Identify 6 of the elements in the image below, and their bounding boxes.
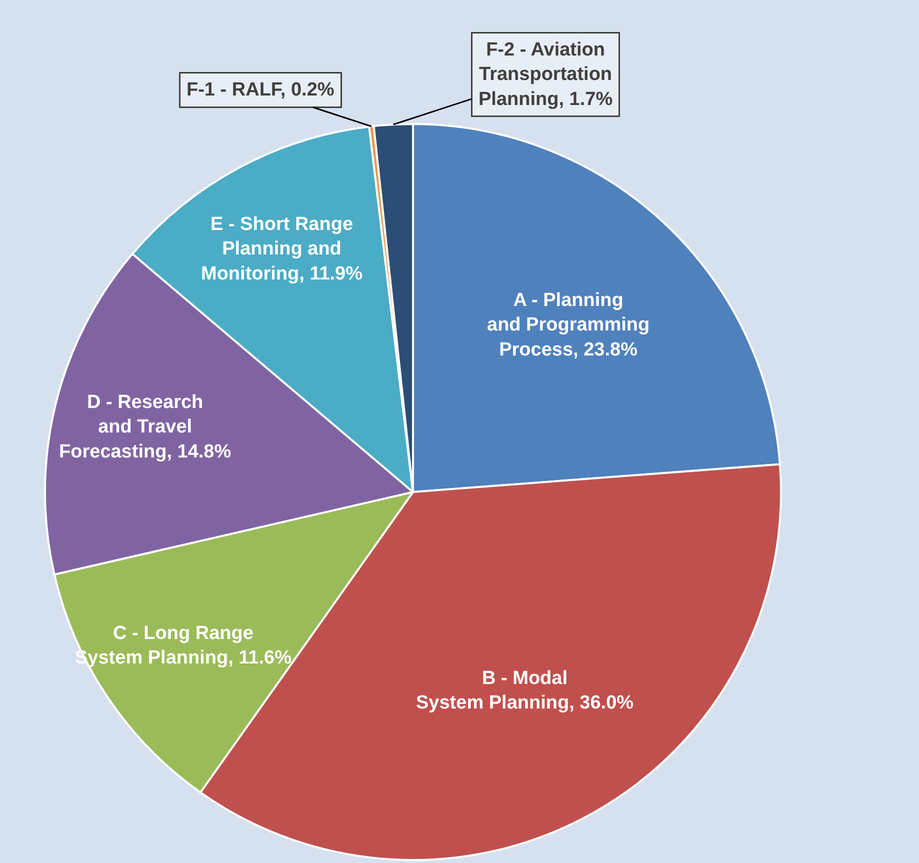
slice-label: D - Research and Travel Forecasting, 14.8% bbox=[59, 392, 232, 462]
slice-label: F-1 - RALF, 0.2% bbox=[186, 80, 334, 100]
slice-label: A - Planning and Programming Process, 23.8% bbox=[487, 290, 650, 360]
slice-label: E - Short Range Planning and Monitoring, 11.9% bbox=[201, 214, 363, 284]
slice-label: F-2 - Aviation Transportation Planning, 1.7% bbox=[478, 40, 613, 110]
slice-label: B - Modal System Planning, 36.0% bbox=[416, 668, 634, 714]
